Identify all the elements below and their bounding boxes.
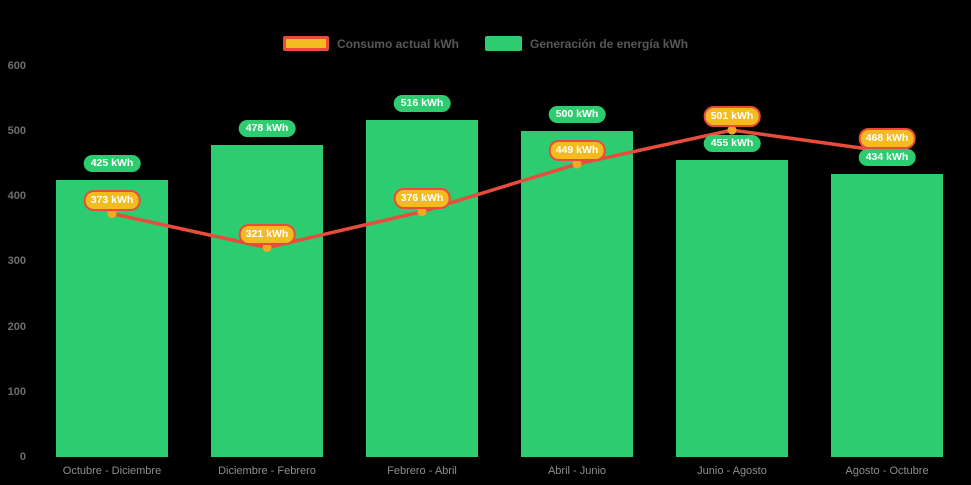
- x-axis-label: Agosto - Octubre: [845, 465, 929, 477]
- bar-value-pill: 455 kWh: [703, 135, 761, 153]
- bar-generacion[interactable]: [211, 145, 323, 457]
- bar-generacion[interactable]: [521, 130, 633, 457]
- bar-generacion[interactable]: [56, 179, 168, 457]
- line-value-pill: 376 kWh: [393, 187, 451, 209]
- bar-value-pill: 500 kWh: [548, 105, 606, 123]
- y-axis-tick-label: 600: [7, 59, 26, 72]
- y-axis-tick-label: 400: [7, 190, 26, 202]
- bar-value-pill: 516 kWh: [393, 95, 451, 113]
- line-value-pill: 501 kWh: [703, 106, 761, 128]
- bar-generacion[interactable]: [831, 173, 943, 457]
- line-value-pill: 449 kWh: [548, 140, 606, 162]
- line-value-pill: 373 kWh: [83, 189, 141, 211]
- x-axis-label: Junio - Agosto: [697, 465, 767, 477]
- line-value-pill: 468 kWh: [858, 127, 916, 149]
- x-axis-label: Diciembre - Febrero: [218, 465, 316, 477]
- line-value-pill: 321 kWh: [238, 223, 296, 245]
- y-axis-tick-label: 300: [7, 255, 26, 268]
- y-axis-tick-label: 0: [19, 451, 26, 463]
- y-axis-tick-label: 200: [7, 320, 26, 333]
- x-axis-label: Febrero - Abril: [387, 465, 457, 477]
- bar-generacion[interactable]: [366, 120, 478, 457]
- legend-label-generacion: Generación de energía kWh: [529, 36, 689, 51]
- x-axis-label: Abril - Junio: [547, 465, 607, 477]
- bar-value-pill: 425 kWh: [83, 154, 141, 172]
- bar-value-pill: 478 kWh: [238, 120, 296, 138]
- legend-label-consumo: Consumo actual kWh: [336, 36, 459, 51]
- y-axis-tick-label: 500: [7, 124, 26, 137]
- bar-generacion[interactable]: [676, 160, 788, 457]
- chart-legend: Consumo actual kWh Generación de energía…: [0, 36, 971, 51]
- y-axis-tick-label: 100: [7, 385, 26, 398]
- generacion-swatch-icon: [484, 36, 522, 51]
- consumo-swatch-icon: [282, 36, 329, 51]
- x-axis-label: Octubre - Diciembre: [62, 465, 162, 477]
- bar-value-pill: 434 kWh: [858, 148, 916, 166]
- legend-item-consumo[interactable]: Consumo actual kWh: [282, 36, 459, 51]
- legend-item-generacion[interactable]: Generación de energía kWh: [484, 36, 689, 51]
